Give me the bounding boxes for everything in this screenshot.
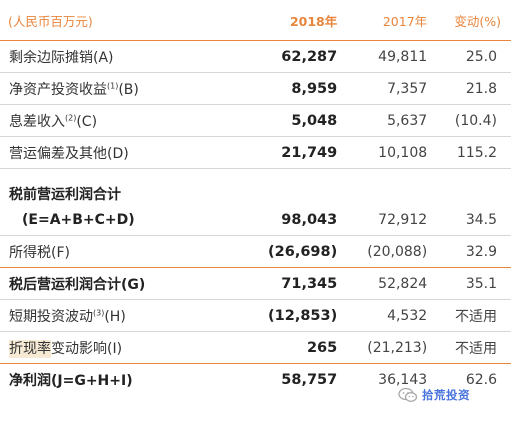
- value-2017: 36,143: [378, 371, 428, 388]
- value-2018: (26,698): [243, 235, 338, 268]
- value-2018: 71,345: [243, 267, 338, 300]
- value-change: 不适用: [427, 299, 511, 332]
- value-2018: 21,749: [243, 136, 338, 169]
- table-header-row: (人民币百万元) 2018年 2017年 变动(%): [0, 0, 511, 41]
- value-2018: 58,757: [281, 371, 338, 388]
- value-2018: 5,048: [243, 104, 338, 137]
- value-change: (10.4): [427, 104, 511, 137]
- value-2018: 62,287: [243, 40, 338, 73]
- aftertax-total-row: 税后营运利润合计(G) 71,345 52,824 35.1: [0, 267, 511, 300]
- value-2017: 5,637: [337, 104, 428, 137]
- table-row: 剩余边际摊销(A) 62,287 49,811 25.0: [0, 40, 511, 73]
- header-unit-label: (人民币百万元): [0, 0, 244, 41]
- table-row: 营运偏差及其他(D) 21,749 10,108 115.2: [0, 136, 511, 169]
- pretax-title-row: 税前营运利润合计: [0, 169, 511, 205]
- row-label: 税后营运利润合计(G): [0, 267, 244, 300]
- value-2018: 8,959: [243, 72, 338, 105]
- tax-row: 所得税(F) (26,698) (20,088) 32.9: [0, 235, 511, 268]
- value-change: 25.0: [427, 40, 511, 73]
- highlighted-term: 折现率: [9, 339, 51, 358]
- watermark: 拾荒投资: [398, 384, 470, 406]
- value-change: 62.6: [465, 371, 497, 388]
- table-row: 息差收入(2)(C) 5,048 5,637 (10.4): [0, 104, 511, 137]
- row-label: 剩余边际摊销(A): [0, 40, 244, 73]
- footnote-marker: (3): [93, 307, 105, 317]
- value-2017: (20,088): [337, 235, 428, 268]
- row-label: 短期投资波动(3)(H): [0, 299, 244, 332]
- value-change: 34.5: [427, 204, 511, 236]
- financial-table: (人民币百万元) 2018年 2017年 变动(%) 剩余边际摊销(A) 62,…: [0, 0, 511, 396]
- value-2018: 98,043: [243, 204, 338, 236]
- value-change: 21.8: [427, 72, 511, 105]
- pretax-total-row: (E=A+B+C+D) 98,043 72,912 34.5: [0, 204, 511, 236]
- value-2017: 4,532: [337, 299, 428, 332]
- header-year-2018: 2018年: [243, 0, 338, 41]
- table-row: 短期投资波动(3)(H) (12,853) 4,532 不适用: [0, 299, 511, 332]
- header-year-2017: 2017年: [337, 0, 428, 41]
- footnote-marker: (1): [107, 80, 119, 90]
- row-label: 所得税(F): [0, 235, 244, 268]
- value-2017: (21,213): [337, 331, 428, 364]
- value-change: 32.9: [427, 235, 511, 268]
- pretax-title: 税前营运利润合计: [9, 187, 121, 203]
- watermark-text: 拾荒投资: [422, 388, 470, 402]
- row-label: 净资产投资收益(1)(B): [0, 72, 244, 105]
- row-label: 净利润(J=G+H+I): [9, 372, 133, 389]
- value-2017: 49,811: [337, 40, 428, 73]
- pretax-formula: (E=A+B+C+D): [0, 204, 244, 236]
- table-row: 净资产投资收益(1)(B) 8,959 7,357 21.8: [0, 72, 511, 105]
- net-profit-row: 净利润(J=G+H+I) 58,757 36,143 62.6: [0, 364, 511, 396]
- footnote-marker: (2): [65, 112, 77, 122]
- table-row: 折现率变动影响(I) 265 (21,213) 不适用: [0, 331, 511, 364]
- value-2017: 7,357: [337, 72, 428, 105]
- value-change: 不适用: [427, 331, 511, 364]
- row-label: 息差收入(2)(C): [0, 104, 244, 137]
- header-change: 变动(%): [427, 0, 511, 41]
- value-2018: 265: [243, 331, 338, 364]
- value-change: 35.1: [427, 267, 511, 300]
- value-2017: 52,824: [337, 267, 428, 300]
- value-2017: 10,108: [337, 136, 428, 169]
- row-label: 营运偏差及其他(D): [0, 136, 244, 169]
- value-2017: 72,912: [337, 204, 428, 236]
- wechat-icon: [398, 387, 418, 402]
- value-change: 115.2: [427, 136, 511, 169]
- value-2018: (12,853): [243, 299, 338, 332]
- row-label: 折现率变动影响(I): [0, 331, 244, 364]
